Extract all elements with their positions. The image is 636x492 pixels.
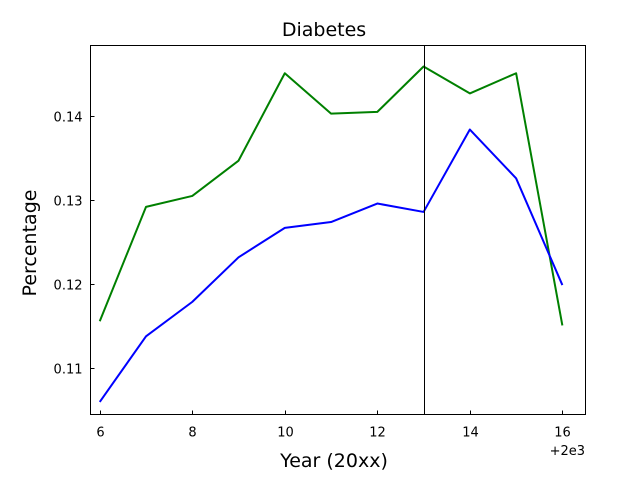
y-tick-label: 0.12	[54, 279, 83, 294]
y-tick-label: 0.14	[54, 111, 83, 126]
series-line-green	[98, 65, 564, 326]
x-tick-label: 10	[277, 426, 294, 441]
series-line-blue	[98, 128, 564, 403]
x-axis-label: Year (20xx)	[279, 450, 388, 472]
x-tick-label: 16	[554, 426, 571, 441]
series-layer	[98, 65, 564, 403]
plot-area	[90, 45, 586, 415]
x-axis-offset-label: +2e3	[550, 444, 585, 459]
x-tick-label: 8	[188, 426, 196, 441]
y-tick-label: 0.13	[54, 195, 83, 210]
x-tick-label: 12	[369, 426, 386, 441]
y-axis-ticks: 0.11 0.12 0.13 0.14	[54, 111, 95, 378]
x-tick-label: 6	[96, 426, 104, 441]
x-axis-ticks: 6 8 10 12 14 16	[96, 410, 571, 441]
x-tick-label: 14	[462, 426, 479, 441]
plot-frame	[90, 45, 586, 415]
y-axis-label: Percentage	[19, 190, 41, 297]
y-tick-label: 0.11	[54, 363, 83, 378]
chart-title: Diabetes	[282, 19, 366, 41]
